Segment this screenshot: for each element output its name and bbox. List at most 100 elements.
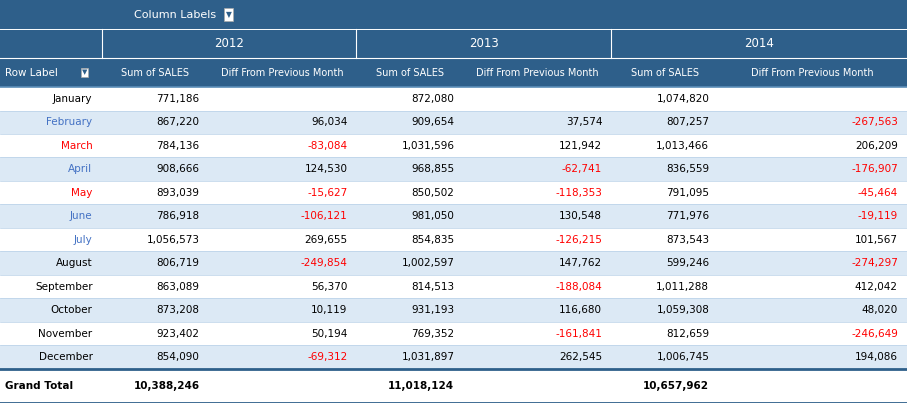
Text: July: July: [73, 235, 93, 245]
Text: 269,655: 269,655: [304, 235, 347, 245]
Bar: [0, 58, 907, 87]
Bar: [0, 204, 907, 228]
Text: -106,121: -106,121: [300, 211, 347, 221]
Bar: [0, 275, 907, 298]
Text: -62,741: -62,741: [562, 164, 602, 174]
Text: 784,136: 784,136: [156, 141, 200, 151]
Text: March: March: [61, 141, 93, 151]
Text: Diff From Previous Month: Diff From Previous Month: [751, 68, 874, 77]
Text: 867,220: 867,220: [157, 117, 200, 127]
Text: May: May: [71, 188, 93, 198]
Text: -15,627: -15,627: [307, 188, 347, 198]
Text: 412,042: 412,042: [855, 282, 898, 292]
Text: -246,649: -246,649: [851, 328, 898, 339]
Bar: [0, 158, 907, 181]
Text: 854,835: 854,835: [411, 235, 454, 245]
Text: 116,680: 116,680: [560, 305, 602, 315]
Text: 10,657,962: 10,657,962: [643, 381, 709, 391]
Text: Row Label: Row Label: [5, 68, 58, 77]
Text: Grand Total: Grand Total: [5, 381, 73, 391]
Bar: [0, 322, 907, 345]
Text: -161,841: -161,841: [555, 328, 602, 339]
Text: 812,659: 812,659: [666, 328, 709, 339]
Text: Column Labels: Column Labels: [134, 10, 217, 19]
Text: 48,020: 48,020: [862, 305, 898, 315]
Bar: [0, 134, 907, 158]
Text: ▼: ▼: [226, 10, 231, 19]
Text: 1,056,573: 1,056,573: [147, 235, 200, 245]
Text: -188,084: -188,084: [555, 282, 602, 292]
Text: 2013: 2013: [469, 37, 499, 50]
Text: Sum of SALES: Sum of SALES: [376, 68, 444, 77]
Text: 10,388,246: 10,388,246: [133, 381, 200, 391]
Text: 1,013,466: 1,013,466: [657, 141, 709, 151]
Text: 909,654: 909,654: [412, 117, 454, 127]
Text: 1,031,596: 1,031,596: [402, 141, 454, 151]
Text: 1,074,820: 1,074,820: [657, 94, 709, 104]
Bar: [0, 228, 907, 251]
Text: -118,353: -118,353: [555, 188, 602, 198]
Bar: [0, 369, 907, 403]
Text: 124,530: 124,530: [305, 164, 347, 174]
Text: 599,246: 599,246: [666, 258, 709, 268]
Text: 1,006,745: 1,006,745: [657, 352, 709, 362]
Text: 769,352: 769,352: [411, 328, 454, 339]
Text: 11,018,124: 11,018,124: [388, 381, 454, 391]
Bar: [0, 298, 907, 322]
Text: Sum of SALES: Sum of SALES: [631, 68, 698, 77]
Text: February: February: [46, 117, 93, 127]
Text: September: September: [34, 282, 93, 292]
Text: 814,513: 814,513: [411, 282, 454, 292]
Text: 850,502: 850,502: [412, 188, 454, 198]
Bar: [0, 345, 907, 369]
Text: 893,039: 893,039: [157, 188, 200, 198]
Text: 1,002,597: 1,002,597: [402, 258, 454, 268]
Text: January: January: [53, 94, 93, 104]
Text: 771,186: 771,186: [156, 94, 200, 104]
Text: 791,095: 791,095: [667, 188, 709, 198]
Text: 908,666: 908,666: [157, 164, 200, 174]
Text: 130,548: 130,548: [560, 211, 602, 221]
Text: 206,209: 206,209: [855, 141, 898, 151]
Text: 56,370: 56,370: [311, 282, 347, 292]
Text: 262,545: 262,545: [559, 352, 602, 362]
Text: 771,976: 771,976: [666, 211, 709, 221]
Text: Sum of SALES: Sum of SALES: [122, 68, 189, 77]
Text: November: November: [38, 328, 93, 339]
Text: -249,854: -249,854: [300, 258, 347, 268]
Text: 807,257: 807,257: [667, 117, 709, 127]
Text: Diff From Previous Month: Diff From Previous Month: [221, 68, 344, 77]
Text: -176,907: -176,907: [851, 164, 898, 174]
Bar: [0, 251, 907, 275]
Text: -83,084: -83,084: [307, 141, 347, 151]
Text: 931,193: 931,193: [411, 305, 454, 315]
Text: August: August: [56, 258, 93, 268]
Text: -267,563: -267,563: [851, 117, 898, 127]
Text: October: October: [51, 305, 93, 315]
Text: 873,208: 873,208: [157, 305, 200, 315]
Text: 147,762: 147,762: [559, 258, 602, 268]
Text: 836,559: 836,559: [666, 164, 709, 174]
Text: -45,464: -45,464: [858, 188, 898, 198]
Bar: [0, 181, 907, 204]
Text: 96,034: 96,034: [311, 117, 347, 127]
Text: 863,089: 863,089: [157, 282, 200, 292]
Bar: [0, 29, 907, 58]
Text: 37,574: 37,574: [566, 117, 602, 127]
Text: ▼: ▼: [82, 70, 87, 75]
Text: 2012: 2012: [214, 37, 244, 50]
Text: 1,031,897: 1,031,897: [402, 352, 454, 362]
Text: 872,080: 872,080: [412, 94, 454, 104]
Text: 1,059,308: 1,059,308: [657, 305, 709, 315]
Text: 1,011,288: 1,011,288: [657, 282, 709, 292]
Text: -126,215: -126,215: [555, 235, 602, 245]
Text: 923,402: 923,402: [157, 328, 200, 339]
Text: -69,312: -69,312: [307, 352, 347, 362]
Text: June: June: [70, 211, 93, 221]
Text: 786,918: 786,918: [156, 211, 200, 221]
Text: 968,855: 968,855: [411, 164, 454, 174]
Text: 981,050: 981,050: [412, 211, 454, 221]
Text: April: April: [68, 164, 93, 174]
Text: 121,942: 121,942: [559, 141, 602, 151]
Bar: [0, 87, 907, 110]
